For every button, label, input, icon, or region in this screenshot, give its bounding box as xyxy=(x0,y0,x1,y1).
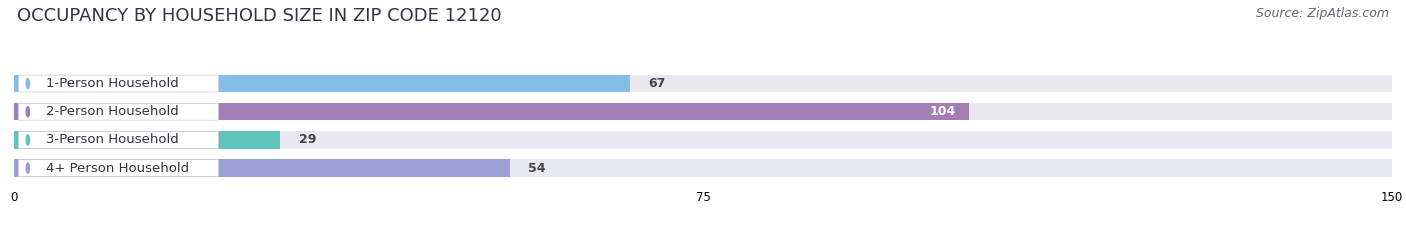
Bar xyxy=(14,75,630,92)
FancyBboxPatch shape xyxy=(18,75,218,92)
Text: 104: 104 xyxy=(929,105,956,118)
Bar xyxy=(14,75,1392,92)
Circle shape xyxy=(27,79,30,89)
Text: 1-Person Household: 1-Person Household xyxy=(46,77,179,90)
FancyBboxPatch shape xyxy=(18,131,218,148)
Bar xyxy=(14,131,1392,149)
Circle shape xyxy=(27,163,30,173)
Bar xyxy=(14,103,1392,120)
Text: 29: 29 xyxy=(299,134,316,146)
Circle shape xyxy=(27,135,30,145)
Bar xyxy=(14,159,510,177)
Text: Source: ZipAtlas.com: Source: ZipAtlas.com xyxy=(1256,7,1389,20)
Circle shape xyxy=(27,107,30,117)
Text: 4+ Person Household: 4+ Person Household xyxy=(46,161,190,175)
Text: 3-Person Household: 3-Person Household xyxy=(46,134,179,146)
Bar xyxy=(14,103,969,120)
Bar xyxy=(14,131,280,149)
Text: OCCUPANCY BY HOUSEHOLD SIZE IN ZIP CODE 12120: OCCUPANCY BY HOUSEHOLD SIZE IN ZIP CODE … xyxy=(17,7,502,25)
Bar xyxy=(14,159,1392,177)
Text: 2-Person Household: 2-Person Household xyxy=(46,105,179,118)
FancyBboxPatch shape xyxy=(18,160,218,177)
FancyBboxPatch shape xyxy=(18,103,218,120)
Text: 67: 67 xyxy=(648,77,665,90)
Text: 54: 54 xyxy=(529,161,546,175)
